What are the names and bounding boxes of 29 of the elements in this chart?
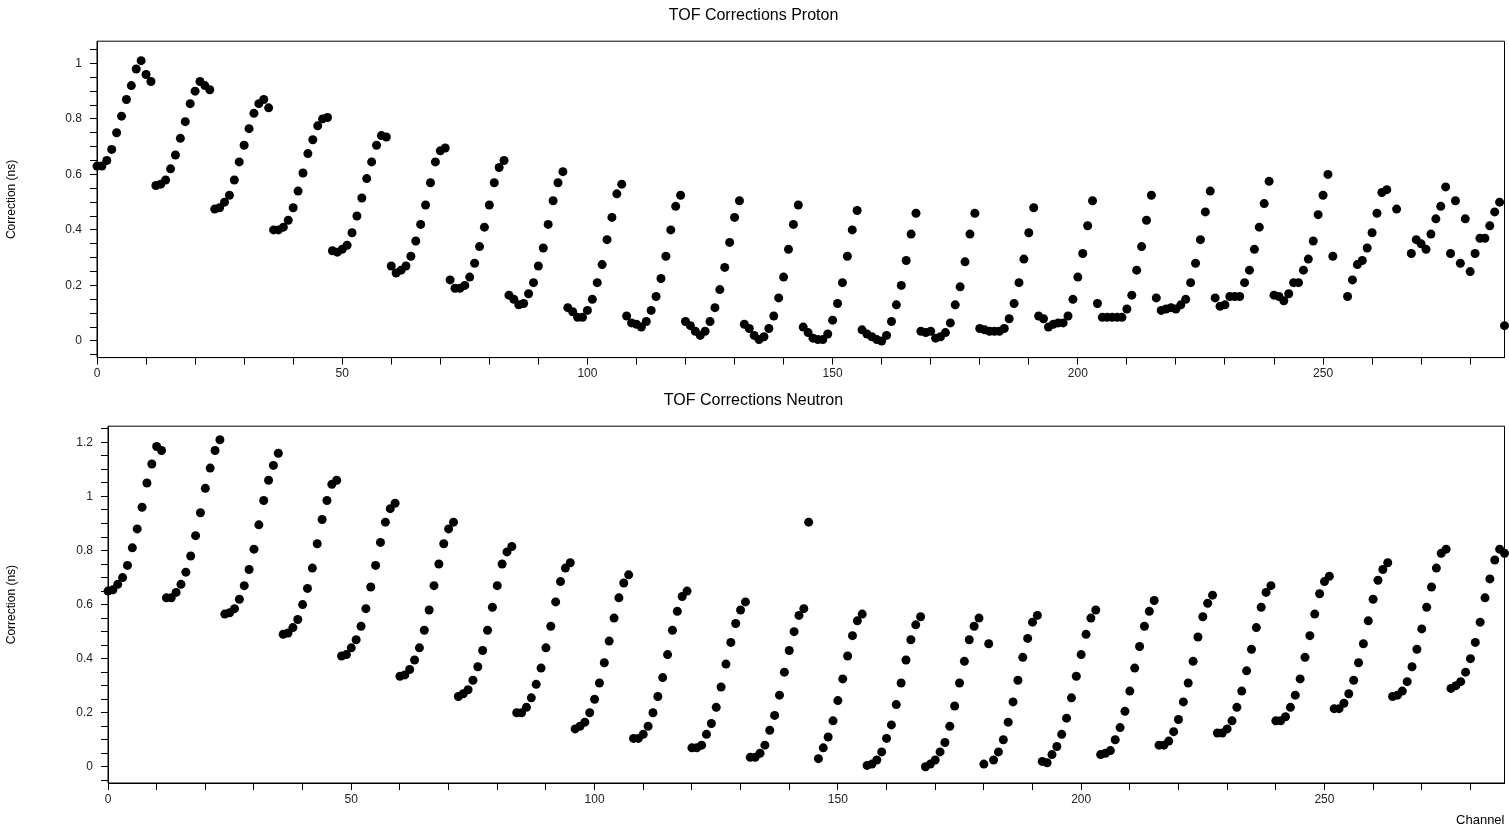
y-tick-label: 1 [86, 488, 94, 503]
x-tick-label: 250 [1314, 791, 1335, 806]
y-axis-title: Correction (ns) [3, 159, 18, 240]
x-axis-title: Channel [1456, 811, 1505, 827]
x-tick-label: 200 [1067, 366, 1089, 381]
x-tick-label: 250 [1313, 366, 1334, 381]
y-tick-label: 0.4 [65, 222, 83, 237]
y-tick-label: 0 [75, 333, 83, 348]
chart-title: TOF Corrections Neutron [663, 391, 844, 409]
y-tick-label: 1.2 [76, 434, 94, 449]
y-tick-label: 0.6 [76, 596, 94, 611]
x-tick-label: 100 [584, 791, 605, 806]
y-tick-label: 0.8 [76, 542, 94, 557]
x-tick-label: 200 [1071, 791, 1092, 806]
x-tick-label: 150 [827, 791, 849, 806]
y-tick-label: 0.6 [65, 166, 83, 181]
x-tick-label: 50 [344, 791, 359, 806]
y-axis-title: Correction (ns) [3, 564, 18, 645]
x-tick-label: 50 [335, 366, 350, 381]
x-tick-label: 100 [577, 366, 598, 381]
x-tick-label: 150 [822, 366, 843, 381]
chart-title: TOF Corrections Proton [668, 6, 839, 24]
y-tick-label: 1 [75, 55, 83, 70]
y-tick-label: 0.2 [65, 277, 83, 292]
y-tick-label: 0.8 [65, 111, 83, 126]
y-tick-label: 0.2 [76, 705, 94, 720]
y-tick-label: 0.4 [76, 650, 94, 665]
y-tick-label: 0 [86, 759, 94, 774]
x-tick-label: 0 [104, 791, 112, 806]
